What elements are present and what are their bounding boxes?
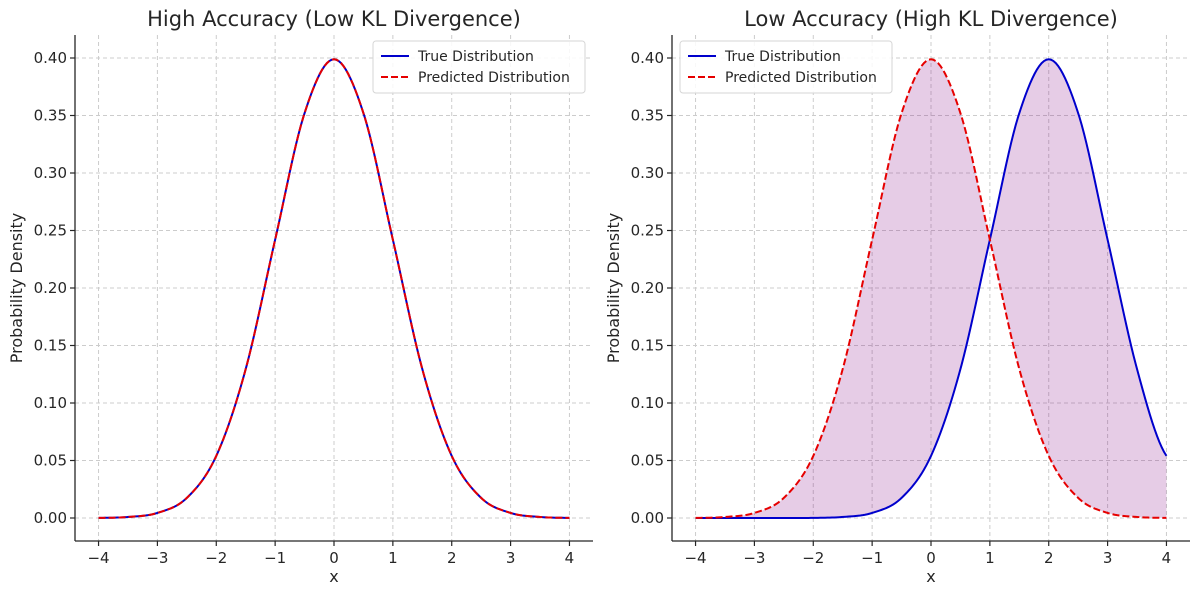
y-tick-label: 0.20 — [631, 279, 664, 297]
fill-between-area — [695, 59, 1167, 519]
legend-box — [679, 40, 893, 94]
y-tick-label: 0.10 — [34, 394, 67, 412]
y-tick-label: 0.15 — [34, 337, 67, 355]
legend-label-predicted: Predicted Distribution — [725, 70, 877, 86]
x-tick-label: −3 — [146, 549, 168, 567]
y-tick-label: 0.05 — [34, 452, 67, 470]
x-tick-label: 3 — [1103, 549, 1113, 567]
x-tick-label: 1 — [388, 549, 398, 567]
x-tick-label: 1 — [985, 549, 995, 567]
x-tick-label: 0 — [926, 549, 936, 567]
legend-label-true: True Distribution — [417, 49, 534, 65]
y-tick-label: 0.00 — [34, 509, 67, 527]
chart-title: Low Accuracy (High KL Divergence) — [744, 7, 1118, 31]
y-tick-label: 0.40 — [34, 49, 67, 67]
x-tick-label: −2 — [802, 549, 824, 567]
series-line-predicted — [98, 58, 570, 519]
y-tick-label: 0.25 — [631, 222, 664, 240]
y-tick-label: 0.15 — [631, 337, 664, 355]
y-tick-label: 0.30 — [34, 164, 67, 182]
x-tick-label: −4 — [684, 549, 706, 567]
y-axis-label: Probability Density — [604, 213, 623, 364]
series-line-true — [695, 58, 1168, 520]
x-tick-label: −2 — [205, 549, 227, 567]
y-tick-label: 0.05 — [631, 452, 664, 470]
y-tick-label: 0.20 — [34, 279, 67, 297]
chart-title: High Accuracy (Low KL Divergence) — [147, 7, 521, 31]
legend: True Distribution Predicted Distribution — [372, 40, 586, 94]
x-tick-label: 4 — [1162, 549, 1172, 567]
legend-label-true: True Distribution — [724, 49, 841, 65]
y-tick-label: 0.40 — [631, 49, 664, 67]
y-tick-label: 0.35 — [631, 107, 664, 125]
x-axis-label: x — [329, 567, 338, 586]
x-tick-label: 0 — [329, 549, 339, 567]
x-tick-label: 3 — [506, 549, 516, 567]
x-tick-label: 4 — [565, 549, 575, 567]
x-tick-label: 2 — [447, 549, 457, 567]
y-axis-label: Probability Density — [7, 213, 26, 364]
x-tick-label: −1 — [861, 549, 883, 567]
x-tick-label: 2 — [1044, 549, 1054, 567]
y-tick-label: 0.35 — [34, 107, 67, 125]
chart-panel-2: −4 −3 −2 −1 0 1 2 3 4 0.00 0.05 0.10 0.15 0.20 0.25 0.3… — [604, 7, 1190, 586]
y-tick-label: 0.00 — [631, 509, 664, 527]
x-tick-label: −1 — [264, 549, 286, 567]
series-line-predicted — [695, 58, 1167, 519]
y-tick-label: 0.25 — [34, 222, 67, 240]
y-tick-label: 0.10 — [631, 394, 664, 412]
y-tick-label: 0.30 — [631, 164, 664, 182]
x-axis-label: x — [926, 567, 935, 586]
chart-panel-1: −4 −3 −2 −1 0 1 2 3 4 0.00 0.05 0.10 0.15 0.20 0.25 0.3… — [7, 7, 593, 586]
legend: True Distribution Predicted Distribution — [679, 40, 893, 94]
x-tick-label: −4 — [87, 549, 109, 567]
legend-box — [372, 40, 586, 94]
legend-label-predicted: Predicted Distribution — [418, 70, 570, 86]
x-tick-label: −3 — [743, 549, 765, 567]
